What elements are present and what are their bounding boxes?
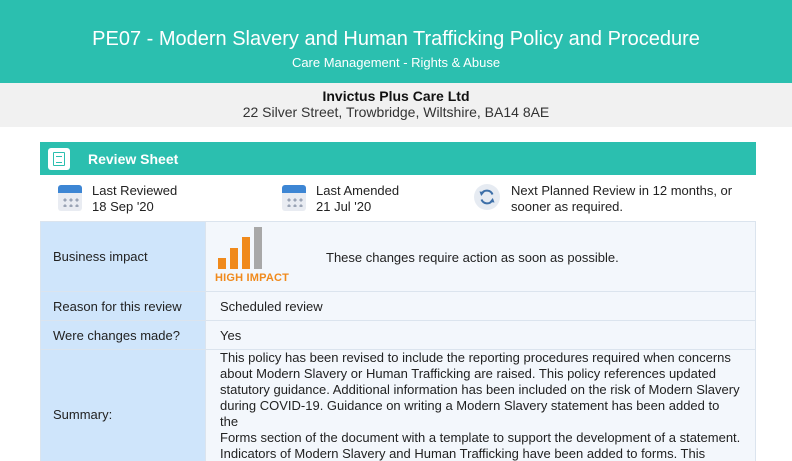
review-dates-bar: Last Reviewed 18 Sep '20 Last Amended 21… [40, 175, 756, 220]
table-row: Business impact HIGH IMPACT These change… [40, 221, 756, 292]
policy-title: PE07 - Modern Slavery and Human Traffick… [92, 28, 700, 50]
summary-value: This policy has been revised to include … [205, 349, 756, 461]
business-impact-value: HIGH IMPACT These changes require action… [205, 221, 756, 292]
organisation-name: Invictus Plus Care Ltd [322, 88, 470, 104]
impact-bar [254, 226, 262, 269]
calendar-icon [282, 185, 306, 211]
summary-line: Indicators of Modern Slavery and Human T… [220, 446, 706, 461]
review-sheet-header: Review Sheet [40, 142, 756, 175]
impact-bar [230, 247, 238, 269]
reason-label: Reason for this review [40, 291, 206, 321]
organisation-block: Invictus Plus Care Ltd 22 Silver Street,… [0, 83, 792, 127]
summary-line: during COVID-19. Guidance on writing a M… [220, 398, 720, 429]
last-reviewed-label: Last Reviewed [92, 183, 178, 198]
summary-line: about Modern Slavery or Human Traffickin… [220, 366, 716, 381]
last-reviewed-date: 18 Sep '20 [92, 199, 154, 214]
review-sheet-title: Review Sheet [88, 151, 179, 167]
title-banner: PE07 - Modern Slavery and Human Traffick… [0, 0, 792, 83]
summary-line: Forms section of the document with a tem… [220, 430, 741, 445]
review-table: Business impact HIGH IMPACT These change… [40, 221, 756, 461]
document-icon [48, 148, 70, 170]
refresh-icon [474, 184, 500, 210]
summary-line: This policy has been revised to include … [220, 350, 731, 365]
calendar-icon [58, 185, 82, 211]
policy-category: Care Management - Rights & Abuse [291, 55, 501, 70]
table-row: Were changes made? Yes [40, 320, 756, 350]
next-review-text: Next Planned Review in 12 months, or soo… [511, 183, 733, 214]
changes-value: Yes [205, 320, 756, 350]
table-row: Summary: This policy has been revised to… [40, 349, 756, 461]
last-amended-date: 21 Jul '20 [316, 199, 372, 214]
impact-bar [218, 257, 226, 269]
summary-line: statutory guidance. Additional informati… [220, 382, 740, 397]
impact-description: These changes require action as soon as … [326, 249, 619, 265]
impact-meter [218, 226, 280, 269]
organisation-address: 22 Silver Street, Trowbridge, Wiltshire,… [242, 104, 550, 120]
business-impact-label: Business impact [40, 221, 206, 292]
impact-bar [242, 236, 250, 269]
table-row: Reason for this review Scheduled review [40, 291, 756, 321]
impact-level-label: HIGH IMPACT [215, 271, 290, 284]
summary-label: Summary: [40, 349, 206, 461]
last-amended-label: Last Amended [316, 183, 400, 198]
reason-value: Scheduled review [205, 291, 756, 321]
changes-label: Were changes made? [40, 320, 206, 350]
